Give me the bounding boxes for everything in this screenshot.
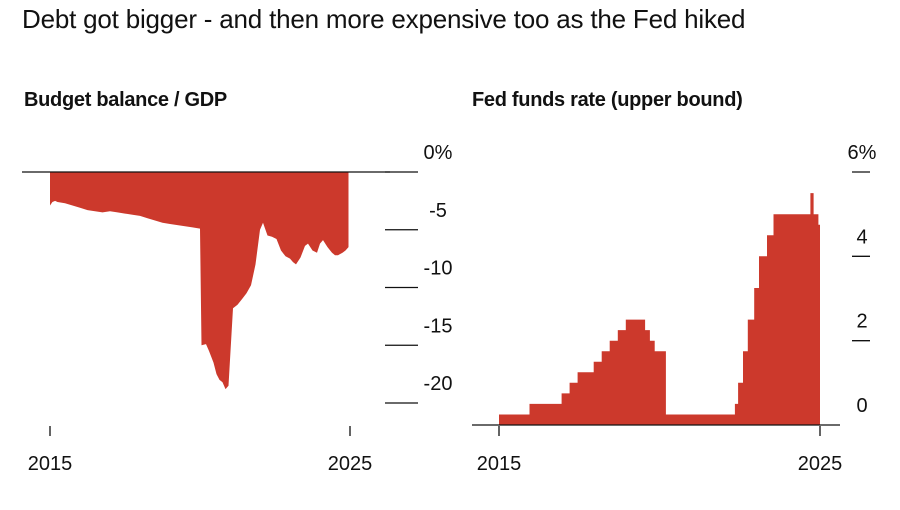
y-tick-label: -5 [429, 200, 447, 222]
y-tick-label: 2 [856, 311, 867, 333]
y-tick-label: 6% [848, 142, 877, 164]
x-tick-label: 2025 [328, 453, 373, 475]
x-tick-label: 2015 [477, 453, 522, 475]
budget-balance-area [50, 172, 349, 390]
x-tick-label: 2025 [798, 453, 843, 475]
budget-chart-title: Budget balance / GDP [24, 89, 227, 111]
fed-chart-title: Fed funds rate (upper bound) [472, 89, 743, 111]
fed-chart: 6% 4 2 0 2015 2025 [472, 142, 877, 475]
budget-chart: 0% -5 -10 -15 -20 2015 2025 [22, 142, 453, 475]
y-tick-label: -15 [424, 315, 453, 337]
y-tick-label: -10 [424, 258, 453, 280]
fed-rate-area [499, 193, 820, 425]
y-tick-label: 0 [856, 395, 867, 417]
y-tick-label: 0% [424, 142, 453, 164]
x-tick-label: 2015 [28, 453, 73, 475]
y-tick-label: 4 [856, 226, 867, 248]
y-tick-label: -20 [424, 373, 453, 395]
headline: Debt got bigger - and then more expensiv… [22, 4, 746, 34]
